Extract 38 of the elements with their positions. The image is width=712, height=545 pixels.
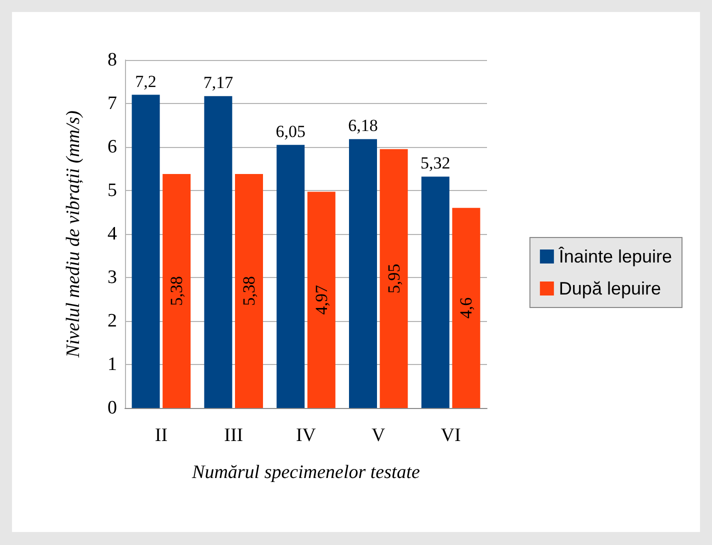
bar — [162, 174, 191, 408]
bar — [307, 192, 336, 408]
data-label: 5,32 — [420, 154, 450, 173]
bar — [380, 149, 408, 408]
y-tick-label: 8 — [108, 50, 117, 70]
bar — [204, 96, 232, 408]
legend-label: După lepuire — [558, 278, 661, 298]
y-tick-label: 6 — [108, 136, 117, 158]
bar — [132, 94, 160, 408]
x-tick-label: VI — [440, 425, 461, 446]
data-label: 4,97 — [312, 284, 331, 315]
y-tick-label: 0 — [108, 398, 117, 418]
data-label: 4,6 — [456, 297, 476, 319]
y-tick-label: 1 — [108, 354, 117, 375]
bar — [349, 139, 377, 408]
data-label: 6,05 — [276, 122, 306, 141]
x-tick-label: V — [372, 425, 386, 446]
x-axis-title: Numărul specimenelor testate — [191, 462, 420, 483]
x-tick-label: III — [224, 425, 244, 446]
bar — [421, 176, 450, 408]
bar — [452, 208, 480, 408]
x-tick-label: IV — [296, 425, 316, 446]
y-tick-label: 3 — [108, 267, 117, 288]
data-label: 5,95 — [384, 264, 404, 294]
y-axis-title: Nivelul mediu de vibrații (mm/s) — [63, 110, 84, 358]
y-tick-label: 4 — [108, 224, 118, 244]
data-label: 7,17 — [203, 73, 234, 92]
bar — [235, 174, 263, 408]
legend-label: Înainte lepuire — [558, 246, 672, 266]
y-tick-label: 7 — [108, 93, 117, 114]
bar — [276, 144, 305, 408]
data-label: 5,38 — [240, 276, 258, 306]
y-tick-label: 5 — [108, 180, 117, 201]
data-label: 7,2 — [135, 72, 156, 91]
y-tick-label: 2 — [108, 310, 117, 332]
data-label: 5,38 — [167, 276, 186, 306]
x-tick-label: II — [154, 425, 168, 446]
data-label: 6,18 — [348, 116, 378, 136]
